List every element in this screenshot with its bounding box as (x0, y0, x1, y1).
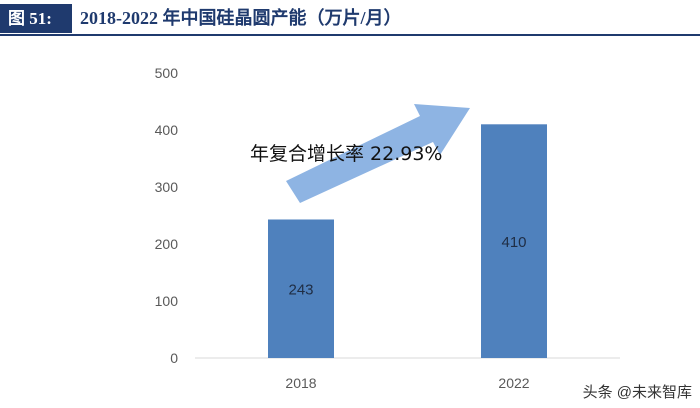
bar-2018 (268, 219, 334, 358)
bars: 243 410 (268, 124, 547, 358)
growth-rate-annotation: 年复合增长率 22.93% (250, 143, 443, 165)
x-tick-label: 2022 (498, 375, 529, 391)
watermark: 头条 @未来智库 (582, 384, 692, 401)
y-tick-label: 400 (155, 122, 179, 138)
y-tick-label: 300 (155, 179, 179, 195)
figure-header: 图 51: 2018-2022 年中国硅晶圆产能（万片/月） (0, 0, 700, 36)
y-tick-label: 200 (155, 236, 179, 252)
figure-label: 图 51: (0, 4, 72, 33)
data-label: 410 (501, 234, 526, 251)
y-tick-label: 100 (155, 293, 179, 309)
y-axis: 0 100 200 300 400 500 (155, 65, 179, 366)
x-axis: 2018 2022 (285, 375, 529, 391)
growth-arrow-icon (286, 104, 470, 203)
bar-2022 (481, 124, 547, 358)
chart-title: 2018-2022 年中国硅晶圆产能（万片/月） (80, 8, 402, 28)
y-tick-label: 500 (155, 65, 179, 81)
y-tick-label: 0 (170, 350, 178, 366)
data-label: 243 (288, 282, 313, 299)
x-tick-label: 2018 (285, 375, 316, 391)
